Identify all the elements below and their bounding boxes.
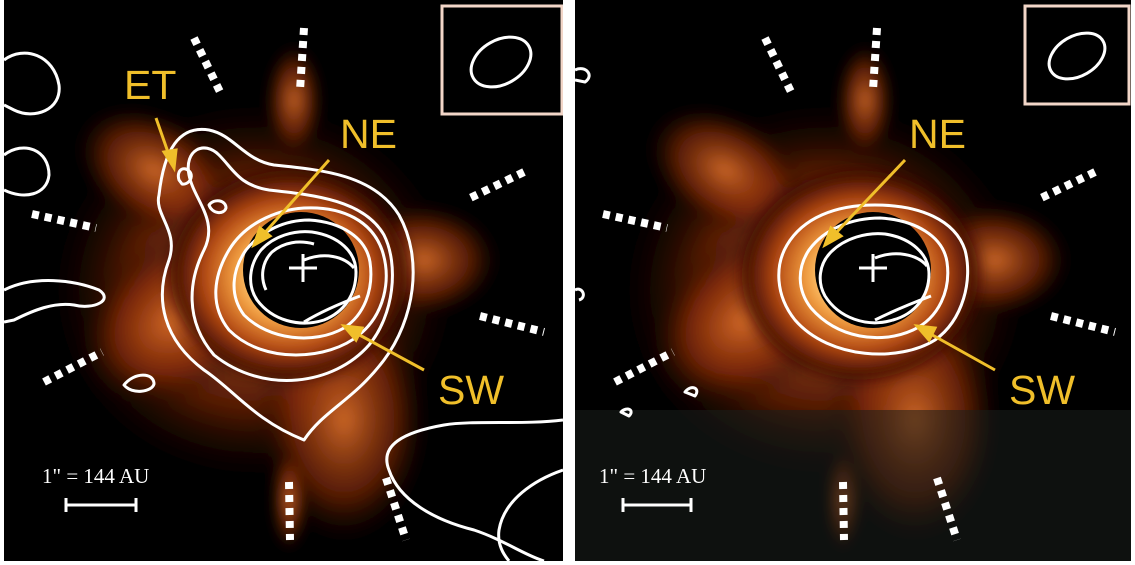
contour-lines: [4, 51, 563, 561]
left-disk-image: [4, 0, 563, 561]
beam-inset-box: [440, 4, 563, 116]
label-ne: NE: [340, 111, 397, 157]
label-arrows: [822, 158, 996, 372]
right-image-panel: NE SW 1" = 144 AU: [575, 0, 1131, 561]
label-arrows: [154, 117, 425, 372]
scale-bar: [64, 498, 138, 512]
beam-inset-box: [1023, 4, 1131, 106]
tick-marks: [602, 27, 1116, 542]
left-image-panel: ET NE SW 1" = 144 AU: [4, 0, 563, 561]
scale-bar: [621, 498, 693, 512]
label-ne: NE: [909, 111, 966, 157]
star-position-cross: [289, 254, 317, 282]
scale-bar-label: 1" = 144 AU: [42, 464, 150, 488]
contour-lines: [575, 67, 970, 418]
label-sw: SW: [1009, 367, 1076, 413]
lower-band-overlay: [575, 410, 1131, 561]
star-position-cross: [859, 254, 887, 282]
scale-bar-label: 1" = 144 AU: [599, 464, 707, 488]
label-sw: SW: [438, 367, 505, 413]
tick-marks: [31, 27, 545, 542]
right-disk-image: [575, 0, 1131, 561]
beam-ellipse: [469, 35, 533, 89]
beam-ellipse: [1047, 31, 1107, 81]
label-et: ET: [124, 62, 177, 108]
